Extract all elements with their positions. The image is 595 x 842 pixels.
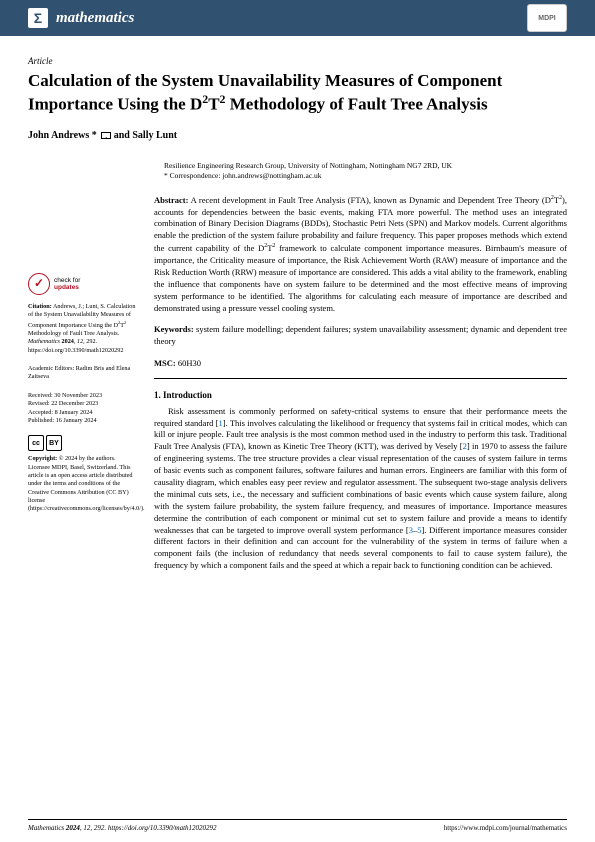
envelope-icon — [101, 132, 111, 139]
editors-block: Academic Editors: Radim Bris and Elena Z… — [28, 365, 138, 382]
affiliation: Resilience Engineering Research Group, U… — [154, 161, 567, 182]
keywords: Keywords: system failure modelling; depe… — [154, 324, 567, 348]
footer-citation: Mathematics 2024, 12, 292. https://doi.o… — [28, 824, 217, 832]
by-icon: BY — [46, 435, 62, 451]
page-footer: Mathematics 2024, 12, 292. https://doi.o… — [28, 819, 567, 832]
section-heading-intro: 1. Introduction — [154, 389, 567, 402]
footer-journal-url: https://www.mdpi.com/journal/mathematics — [444, 824, 567, 832]
check-updates-text: check for updates — [54, 277, 80, 291]
sidebar: check for updates Citation: Andrews, J.;… — [28, 161, 138, 572]
abstract: Abstract: A recent development in Fault … — [154, 194, 567, 315]
authors: John Andrews * and Sally Lunt — [28, 130, 567, 141]
intro-paragraph: Risk assessment is commonly performed on… — [154, 406, 567, 572]
article-type: Article — [28, 56, 567, 66]
citation-block: Citation: Andrews, J.; Lunt, S. Calculat… — [28, 303, 138, 355]
section-rule — [154, 378, 567, 379]
copyright-block: Copyright: © 2024 by the authors. Licens… — [28, 455, 138, 514]
main-column: Resilience Engineering Research Group, U… — [154, 161, 567, 572]
journal-icon: Σ — [28, 8, 48, 28]
cc-license-badge: cc BY — [28, 435, 138, 451]
cc-icon: cc — [28, 435, 44, 451]
article-title: Calculation of the System Unavailability… — [28, 70, 567, 116]
msc-classification: MSC: 60H30 — [154, 358, 567, 370]
journal-name: mathematics — [56, 10, 134, 27]
dates-block: Received: 30 November 2023 Revised: 22 D… — [28, 392, 138, 425]
check-icon — [28, 273, 50, 295]
publisher-logo: MDPI — [527, 4, 567, 32]
check-updates-badge[interactable]: check for updates — [28, 273, 138, 295]
journal-banner: Σ mathematics — [0, 0, 595, 36]
